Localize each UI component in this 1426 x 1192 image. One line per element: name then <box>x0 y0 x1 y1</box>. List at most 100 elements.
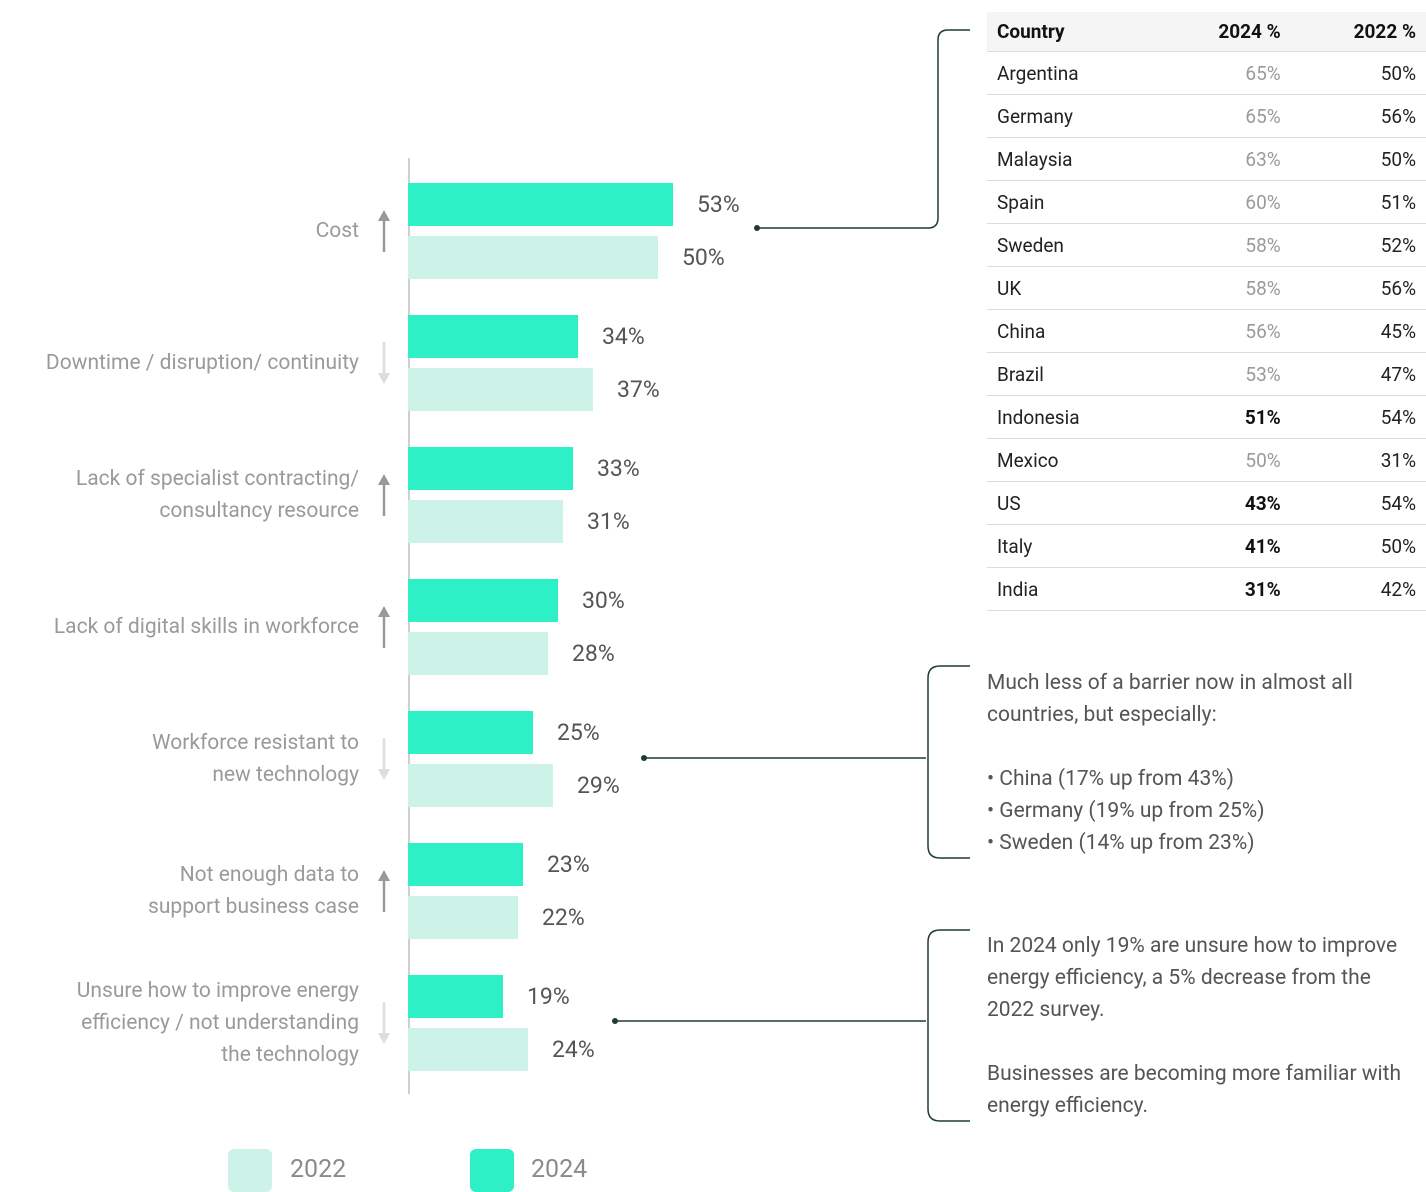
annotation: Much less of a barrier now in almost all… <box>987 667 1417 859</box>
table-row: Italy 41% 50% <box>987 524 1426 568</box>
value-label: 28% <box>572 639 615 667</box>
table-row: Indonesia 51% 54% <box>987 395 1426 439</box>
table-cell: 50% <box>1290 524 1426 568</box>
value-label: 53% <box>697 190 740 218</box>
table-cell: 56% <box>1155 309 1291 353</box>
table-cell: 50% <box>1155 438 1291 482</box>
table-cell: 43% <box>1155 481 1291 525</box>
trend-arrowhead <box>378 474 390 485</box>
table-cell: Spain <box>987 180 1156 224</box>
value-label: 19% <box>527 982 570 1010</box>
trend-arrowhead <box>378 373 390 384</box>
header-row: Country 2024 % 2022 % <box>987 12 1426 52</box>
annotation-text: Businesses are becoming more familiar wi… <box>987 1062 1402 1118</box>
value-label: 33% <box>597 454 640 482</box>
bar <box>408 579 558 622</box>
table-cell: 53% <box>1155 352 1291 396</box>
annotation-bullet: • China (17% up from 43%) <box>987 767 1234 791</box>
table-cell: 52% <box>1290 223 1426 267</box>
table-cell: 47% <box>1290 352 1426 396</box>
annotation-text: In 2024 only 19% are unsure how to impro… <box>987 934 1398 1022</box>
bar <box>408 843 523 886</box>
value-label: 37% <box>617 375 660 403</box>
table-cell: 60% <box>1155 180 1291 224</box>
legend-label: 2024 <box>531 1155 588 1184</box>
table-cell: 51% <box>1290 180 1426 224</box>
table-cell: Italy <box>987 524 1156 568</box>
table-cell: 51% <box>1155 395 1291 439</box>
table-cell: UK <box>987 266 1156 310</box>
dot <box>641 755 647 761</box>
annotation: In 2024 only 19% are unsure how to impro… <box>987 930 1417 1122</box>
table-row: Mexico 50% 31% <box>987 438 1426 482</box>
bar <box>408 764 553 807</box>
trend-arrowhead <box>378 1033 390 1044</box>
value-label: 22% <box>542 903 585 931</box>
bar <box>408 183 673 226</box>
legend-swatch <box>228 1149 272 1192</box>
table-cell: Mexico <box>987 438 1156 482</box>
bar <box>408 896 518 939</box>
table-cell: 56% <box>1290 94 1426 138</box>
bar <box>408 711 533 754</box>
value-label: 34% <box>602 322 645 350</box>
table-cell: 50% <box>1290 51 1426 95</box>
table-cell: US <box>987 481 1156 525</box>
bar <box>408 368 593 411</box>
table-cell: Malaysia <box>987 137 1156 181</box>
value-label: 25% <box>557 718 600 746</box>
trend-arrowhead <box>378 210 390 221</box>
category-label: Lack of specialist contracting/ consulta… <box>75 467 359 523</box>
column-header: 2022 % <box>1290 12 1426 52</box>
table-row: Spain 60% 51% <box>987 180 1426 224</box>
table-row: US 43% 54% <box>987 481 1426 525</box>
bar <box>408 632 548 675</box>
country-table: Country 2024 % 2022 % Argentina 65% 50% German… <box>987 12 1426 611</box>
table-row: Germany 65% 56% <box>987 94 1426 138</box>
bar <box>408 975 503 1018</box>
table-cell: 65% <box>1155 51 1291 95</box>
bar <box>408 447 573 490</box>
legend-swatch <box>470 1149 514 1192</box>
value-label: 24% <box>552 1035 595 1063</box>
trend-arrowhead <box>378 769 390 780</box>
table-cell: Argentina <box>987 51 1156 95</box>
table-cell: 54% <box>1290 395 1426 439</box>
table-cell: 58% <box>1155 223 1291 267</box>
table-cell: 50% <box>1290 137 1426 181</box>
trend-arrowhead <box>378 606 390 617</box>
category-label: Cost <box>315 219 359 243</box>
value-label: 50% <box>682 243 725 271</box>
table-cell: 54% <box>1290 481 1426 525</box>
table-cell: 41% <box>1155 524 1291 568</box>
value-label: 29% <box>577 771 620 799</box>
column-header: Country <box>987 12 1156 52</box>
table-cell: 58% <box>1155 266 1291 310</box>
table-row: India 31% 42% <box>987 567 1426 611</box>
table-row: Sweden 58% 52% <box>987 223 1426 267</box>
column-header: 2024 % <box>1155 12 1291 52</box>
table-row: Malaysia 63% 50% <box>987 137 1426 181</box>
table-cell: 45% <box>1290 309 1426 353</box>
connector <box>644 665 970 859</box>
table-cell: India <box>987 567 1156 611</box>
category-label: Not enough data to support business case <box>147 863 359 919</box>
annotation-text: Much less of a barrier now in almost all… <box>987 671 1353 727</box>
table-cell: 31% <box>1155 567 1291 611</box>
category-label: Downtime / disruption/ continuity <box>45 351 359 375</box>
connector-dots <box>612 225 760 1024</box>
table-cell: China <box>987 309 1156 353</box>
category-label: Lack of digital skills in workforce <box>53 615 359 639</box>
table-cell: 56% <box>1290 266 1426 310</box>
dot <box>754 225 760 231</box>
connector <box>757 29 970 229</box>
table-cell: Indonesia <box>987 395 1156 439</box>
bar <box>408 500 563 543</box>
category-label: Workforce resistant to new technology <box>151 731 359 787</box>
table-row: UK 58% 56% <box>987 266 1426 310</box>
table-cell: 65% <box>1155 94 1291 138</box>
annotation-bullet: • Germany (19% up from 25%) <box>987 799 1265 823</box>
bar <box>408 315 578 358</box>
connector <box>615 929 970 1122</box>
